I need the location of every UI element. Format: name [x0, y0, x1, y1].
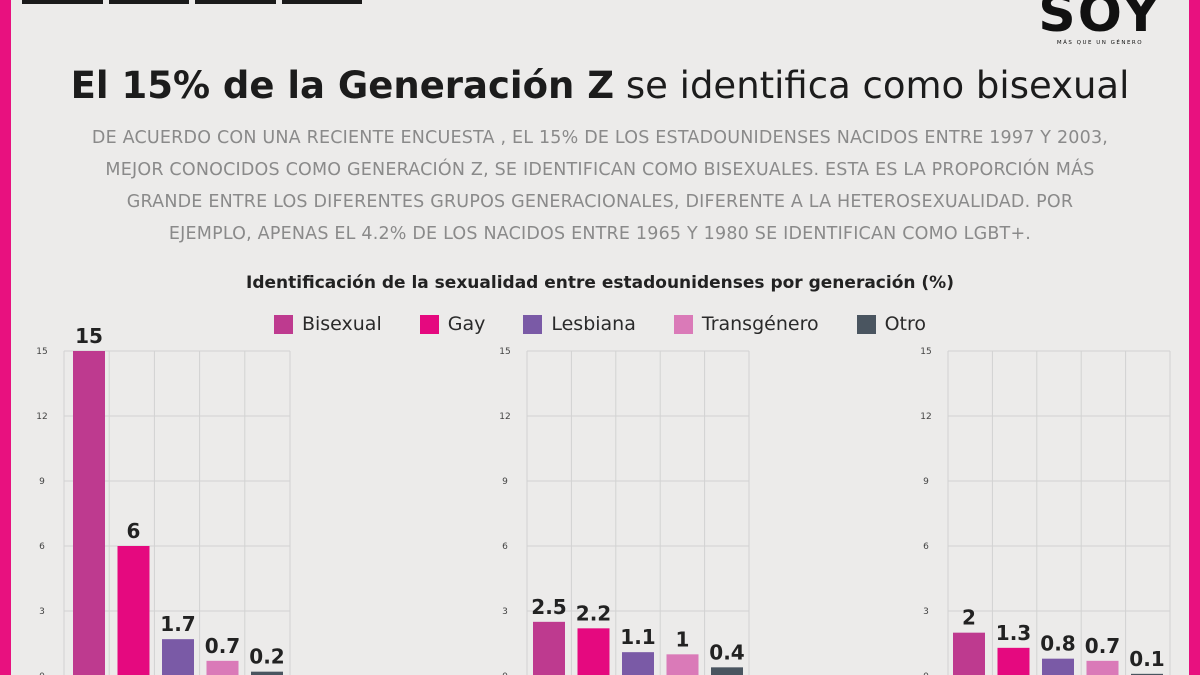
y-tick-label: 12	[499, 412, 510, 422]
chart-title: Identificación de la sexualidad entre es…	[246, 273, 954, 293]
legend-item-lesbiana: Lesbiana	[523, 313, 636, 335]
legend-swatch	[856, 314, 876, 334]
bar-otro	[711, 667, 743, 675]
bar-value-label: 2.5	[531, 595, 566, 619]
legend-item-transgenero: Transgénero	[673, 313, 819, 335]
y-tick-label: 9	[39, 477, 45, 487]
bar-value-label: 1	[676, 627, 690, 651]
legend-swatch	[273, 314, 293, 334]
legend-item-gay: Gay	[419, 313, 486, 335]
page-title: El 15% de la Generación Z se identifica …	[0, 64, 1200, 107]
intro-paragraph: DE ACUERDO CON UNA RECIENTE ENCUESTA , E…	[40, 122, 1160, 250]
y-tick-label: 15	[920, 347, 931, 357]
bar-bisexual	[953, 632, 985, 675]
legend-swatch	[523, 314, 543, 334]
y-tick-label: 3	[39, 607, 45, 617]
intro-line: EJEMPLO, APENAS EL 4.2% DE LOS NACIDOS E…	[168, 224, 1032, 244]
y-tick-label: 12	[920, 412, 931, 422]
bar-gay	[117, 546, 150, 675]
frame-right-border	[1189, 0, 1200, 675]
legend-label: Gay	[447, 313, 486, 335]
intro-line: DE ACUERDO CON UNA RECIENTE ENCUESTA , E…	[91, 128, 1109, 148]
y-tick-label: 3	[923, 607, 929, 617]
legend-label: Transgénero	[701, 313, 819, 335]
bar-otro	[1131, 673, 1163, 675]
title-bold: El 15% de la Generación Z	[70, 64, 615, 107]
legend-swatch	[419, 314, 439, 334]
corner-stroke	[281, 0, 362, 4]
y-tick-label: 0	[923, 672, 929, 675]
corner-stroke	[22, 0, 103, 4]
legend-swatch	[673, 314, 693, 334]
y-tick-label: 0	[39, 672, 45, 675]
bar-lesbiana	[1042, 658, 1074, 675]
y-tick-label: 9	[502, 477, 508, 487]
bar-value-label: 0.2	[249, 645, 284, 669]
bar-lesbiana	[622, 652, 654, 675]
bar-value-label: 15	[75, 324, 103, 348]
bar-value-label: 6	[127, 519, 141, 543]
brand-word: SOY	[1038, 0, 1162, 44]
bar-value-label: 0.1	[1129, 647, 1164, 671]
title-regular: se identifica como bisexual	[625, 64, 1130, 107]
legend-item-otro: Otro	[856, 313, 927, 335]
bar-value-label: 0.7	[1085, 634, 1120, 658]
bar-transgénero	[1086, 660, 1119, 675]
bar-value-label: 1.3	[996, 621, 1031, 645]
bar-value-label: 2.2	[576, 601, 611, 625]
y-tick-label: 6	[39, 542, 45, 552]
bar-value-label: 0.4	[709, 640, 744, 664]
bar-bisexual	[533, 621, 565, 675]
bar-value-label: 1.7	[160, 612, 195, 636]
bar-value-label: 1.1	[620, 625, 655, 649]
y-tick-label: 0	[502, 672, 508, 675]
bar-transgénero	[206, 660, 239, 675]
legend-label: Bisexual	[301, 313, 382, 335]
corner-decoration	[22, 0, 362, 6]
bar-value-label: 0.8	[1040, 632, 1075, 656]
chart-legend: Bisexual Gay Lesbiana Transgénero Otro	[0, 313, 1200, 335]
bar-bisexual	[73, 351, 105, 675]
bar-value-label: 0.7	[205, 634, 240, 658]
bar-transgénero	[666, 654, 699, 675]
y-tick-label: 15	[499, 347, 510, 357]
y-tick-label: 15	[36, 347, 47, 357]
y-tick-label: 12	[36, 412, 47, 422]
legend-item-bisexual: Bisexual	[273, 313, 382, 335]
corner-stroke	[108, 0, 189, 4]
y-tick-label: 6	[502, 542, 508, 552]
brand-tagline: MÁS QUE UN GÉNERO	[1056, 40, 1144, 46]
intro-line: GRANDE ENTRE LOS DIFERENTES GRUPOS GENER…	[126, 192, 1074, 212]
y-tick-label: 3	[502, 607, 508, 617]
legend-label: Lesbiana	[551, 313, 636, 335]
bar-value-label: 2	[962, 606, 976, 630]
intro-line: MEJOR CONOCIDOS COMO GENERACIÓN Z, SE ID…	[105, 160, 1095, 180]
bar-gay	[577, 628, 610, 675]
bar-gay	[997, 647, 1030, 675]
y-tick-label: 6	[923, 542, 929, 552]
legend-label: Otro	[884, 313, 927, 335]
brand-logo: SOY MÁS QUE UN GÉNERO	[1030, 0, 1170, 46]
corner-stroke	[195, 0, 276, 4]
bar-otro	[251, 671, 283, 675]
y-tick-label: 9	[923, 477, 929, 487]
frame-left-border	[0, 0, 11, 675]
bar-lesbiana	[162, 639, 194, 675]
